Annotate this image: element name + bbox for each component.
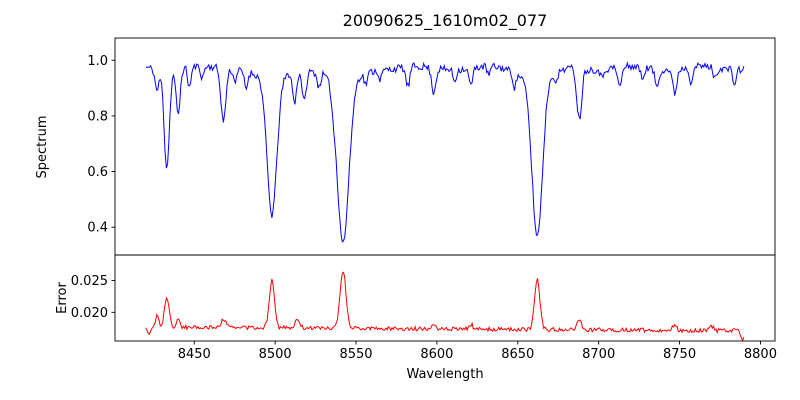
x-tick-label: 8750 (663, 347, 696, 362)
y-tick-label: 0.8 (87, 109, 108, 124)
x-tick-label: 8650 (501, 347, 534, 362)
panel-spectrum (145, 61, 745, 243)
x-tick-label: 8800 (744, 347, 777, 362)
y-tick-label: 1.0 (87, 54, 108, 69)
plot-area: 0.4 0.6 0.8 1.0 0.020 0.025 8450 8500 8550 8600 86… (71, 37, 777, 362)
panel-error (145, 271, 745, 341)
error-line (145, 271, 745, 341)
x-tick-label: 8550 (339, 347, 372, 362)
y-tick-label: 0.6 (87, 165, 108, 180)
y-tick-label: 0.020 (71, 306, 108, 321)
panel-error-frame (114, 254, 776, 342)
y-tick-label: 0.025 (71, 274, 108, 289)
y-tick-label: 0.4 (87, 221, 108, 236)
spectrum-line (145, 61, 745, 243)
chart-title: 20090625_1610m02_077 (343, 11, 548, 31)
y-axis-label-spectrum: Spectrum (35, 116, 50, 179)
x-tick-label: 8500 (259, 347, 292, 362)
x-axis-label: Wavelength (406, 367, 483, 382)
x-tick-label: 8600 (420, 347, 453, 362)
x-tick-label: 8700 (582, 347, 615, 362)
x-tick-label: 8450 (178, 347, 211, 362)
y-axis-label-error: Error (55, 282, 70, 314)
